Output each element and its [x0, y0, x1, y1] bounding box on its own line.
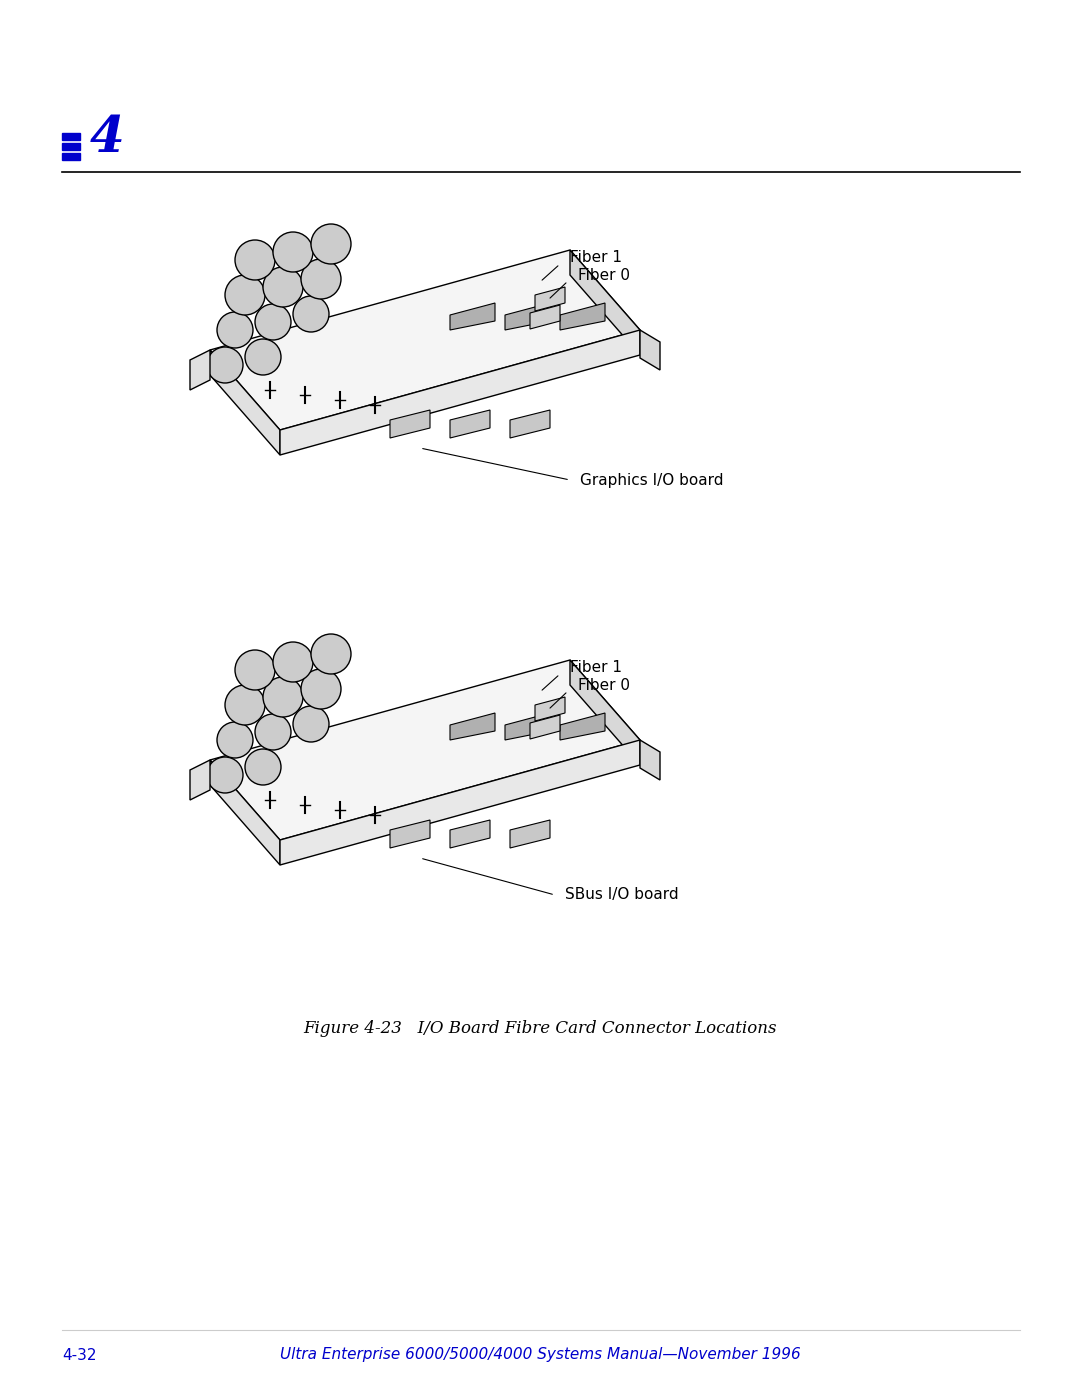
Text: Figure 4-23   I/O Board Fibre Card Connector Locations: Figure 4-23 I/O Board Fibre Card Connect… [303, 1020, 777, 1037]
Polygon shape [280, 330, 640, 455]
Bar [62, 133, 80, 140]
Text: Ultra Enterprise 6000/5000/4000 Systems Manual—November 1996: Ultra Enterprise 6000/5000/4000 Systems … [280, 1348, 800, 1362]
Polygon shape [530, 305, 561, 330]
Circle shape [235, 650, 275, 690]
Polygon shape [390, 409, 430, 439]
Polygon shape [450, 409, 490, 439]
Polygon shape [210, 659, 640, 840]
Polygon shape [505, 712, 550, 740]
Polygon shape [535, 286, 565, 312]
Polygon shape [561, 303, 605, 330]
Polygon shape [210, 351, 280, 455]
Circle shape [225, 275, 265, 314]
Text: Graphics I/O board: Graphics I/O board [580, 472, 724, 488]
Text: 4-32: 4-32 [62, 1348, 96, 1362]
Circle shape [207, 346, 243, 383]
Circle shape [255, 714, 291, 750]
Polygon shape [640, 330, 660, 370]
Circle shape [311, 634, 351, 673]
Polygon shape [530, 715, 561, 739]
Circle shape [273, 232, 313, 272]
Circle shape [245, 749, 281, 785]
Circle shape [273, 643, 313, 682]
Circle shape [207, 757, 243, 793]
Polygon shape [450, 303, 495, 330]
Polygon shape [210, 250, 640, 430]
Bar [62, 142, 80, 149]
Polygon shape [570, 659, 640, 766]
Circle shape [311, 224, 351, 264]
Text: 4: 4 [90, 115, 125, 163]
Circle shape [264, 678, 303, 717]
Polygon shape [561, 712, 605, 740]
Polygon shape [510, 820, 550, 848]
Text: Fiber 0: Fiber 0 [578, 678, 630, 693]
Circle shape [255, 305, 291, 339]
Polygon shape [450, 820, 490, 848]
Polygon shape [190, 351, 210, 390]
Polygon shape [280, 740, 640, 865]
Bar [62, 154, 80, 161]
Text: Fiber 0: Fiber 0 [578, 267, 630, 282]
Polygon shape [450, 712, 495, 740]
Circle shape [301, 669, 341, 710]
Polygon shape [535, 697, 565, 721]
Polygon shape [190, 760, 210, 800]
Circle shape [225, 685, 265, 725]
Circle shape [235, 240, 275, 279]
Circle shape [293, 296, 329, 332]
Polygon shape [210, 760, 280, 865]
Circle shape [301, 258, 341, 299]
Polygon shape [390, 820, 430, 848]
Polygon shape [640, 740, 660, 780]
Circle shape [245, 339, 281, 374]
Text: SBus I/O board: SBus I/O board [565, 887, 678, 902]
Circle shape [293, 705, 329, 742]
Polygon shape [570, 250, 640, 355]
Polygon shape [505, 303, 550, 330]
Circle shape [217, 722, 253, 759]
Circle shape [264, 267, 303, 307]
Text: Fiber 1: Fiber 1 [570, 661, 622, 676]
Polygon shape [510, 409, 550, 439]
Circle shape [217, 312, 253, 348]
Text: Fiber 1: Fiber 1 [570, 250, 622, 265]
